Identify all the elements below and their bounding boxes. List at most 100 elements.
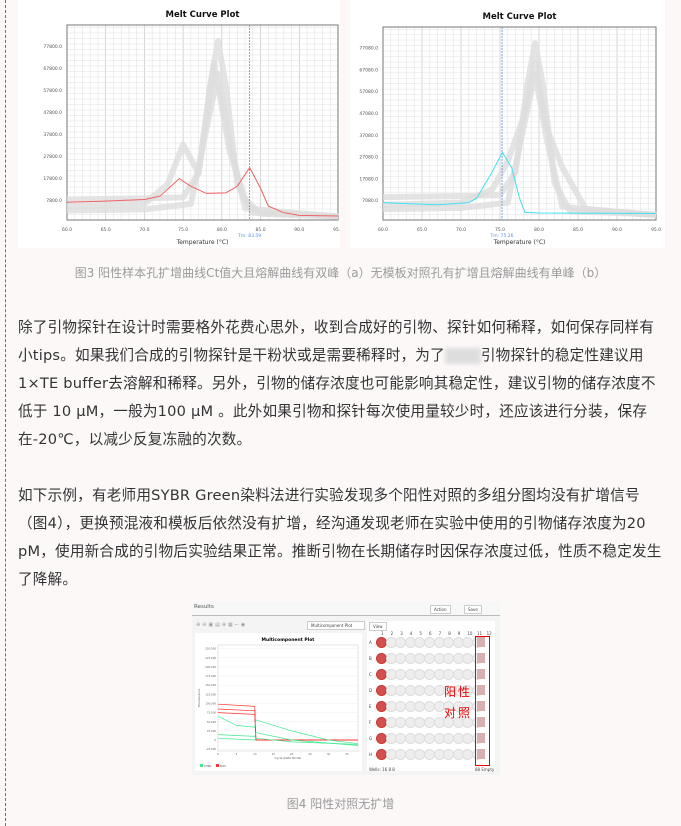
row-label: D bbox=[369, 688, 373, 693]
x-tick-label: 70.0 bbox=[456, 227, 466, 233]
x-tick-label: 0 bbox=[217, 752, 219, 756]
highlighted-well-curve bbox=[382, 151, 657, 214]
x-tick-label: 25 bbox=[308, 752, 312, 756]
results-header: Results Action Save bbox=[192, 602, 500, 616]
y-tick-label: 57080.0 bbox=[359, 89, 378, 95]
x-tick-label: 20 bbox=[290, 752, 294, 756]
plate-well-col12[interactable] bbox=[477, 669, 485, 679]
x-tick-label: 75.0 bbox=[495, 227, 505, 233]
row-label: G bbox=[369, 736, 373, 741]
y-tick-label: 37800.0 bbox=[43, 132, 62, 138]
toolbar-icons[interactable]: ⊕⊖▣▤⊕▦⌐◉ bbox=[196, 622, 248, 628]
figure3-caption: 图3 阳性样本孔扩增曲线Ct值大且熔解曲线有双峰（a）无模板对照孔有扩增且熔解曲… bbox=[74, 266, 607, 280]
y-tick-label: 47080.0 bbox=[359, 111, 378, 117]
plot-frame bbox=[217, 644, 359, 752]
background-well-curve bbox=[382, 70, 657, 219]
row-label: C bbox=[369, 672, 372, 677]
plate-well-col12[interactable] bbox=[477, 653, 485, 663]
plot-frame bbox=[66, 24, 339, 221]
y-tick-label: 37080.0 bbox=[359, 133, 378, 139]
x-tick-label: 80.0 bbox=[217, 227, 227, 233]
column-label: 6 bbox=[429, 631, 432, 636]
y-tick-label: 77080.0 bbox=[359, 46, 378, 52]
save-button[interactable]: Save bbox=[464, 605, 482, 614]
x-tick-label: 5 bbox=[236, 752, 238, 756]
x-tick-label: 65.0 bbox=[417, 227, 427, 233]
column-label: 1 bbox=[381, 631, 384, 636]
x-axis-label: Temperature (°C) bbox=[176, 239, 229, 246]
series-line-sybr bbox=[217, 737, 359, 745]
row-label: A bbox=[369, 640, 372, 645]
y-tick-label: 17080.0 bbox=[359, 176, 378, 182]
background-well-curve bbox=[66, 71, 339, 220]
legend-label: ROX bbox=[220, 764, 226, 768]
x-tick-label: 60.0 bbox=[378, 227, 388, 233]
y-tick-label: 175,000 bbox=[205, 674, 216, 678]
column-label: 8 bbox=[448, 631, 451, 636]
plate-well-col12[interactable] bbox=[477, 717, 485, 727]
x-tick-label: 85.0 bbox=[573, 227, 583, 233]
plot-frame bbox=[382, 26, 657, 221]
results-title: Results bbox=[194, 604, 214, 610]
wells-summary: Wells: 16 8 8 bbox=[369, 767, 395, 772]
y-tick-label: 27080.0 bbox=[359, 155, 378, 161]
y-tick-label: 200,000 bbox=[205, 665, 216, 669]
y-tick-label: 100,000 bbox=[205, 701, 216, 705]
plate-well-col12[interactable] bbox=[477, 701, 485, 711]
melt-curve-chart-b: Melt Curve Plot 7080.0 17080.0 27080.0 37080… bbox=[350, 0, 665, 248]
action-button[interactable]: Action bbox=[430, 605, 451, 614]
column-label: 5 bbox=[419, 631, 422, 636]
y-axis-label: Fluorescence bbox=[197, 689, 201, 708]
multicomponent-chart: Multicomponent Plot -25,000 0 25,000 50,000 7… bbox=[195, 633, 362, 771]
x-tick-label: 60.0 bbox=[62, 227, 72, 233]
row-label: F bbox=[369, 720, 372, 725]
series-line-sybr bbox=[217, 715, 359, 745]
plate-well-col12[interactable] bbox=[477, 637, 485, 647]
figure4-screenshot: Results Action Save ⊕⊖▣▤⊕▦⌐◉ Multicompon… bbox=[192, 602, 500, 775]
positive-control-label-2: 对照 bbox=[444, 706, 473, 720]
x-tick-label: 75.0 bbox=[178, 227, 188, 233]
column-label: 2 bbox=[390, 631, 394, 636]
view-button[interactable]: View bbox=[369, 622, 387, 631]
column-12-highlight-box bbox=[475, 636, 490, 766]
x-tick-label: 95.0 bbox=[651, 227, 661, 233]
y-tick-label: 67800.0 bbox=[43, 66, 62, 72]
tm-label: Tm: 75.26 bbox=[490, 233, 514, 239]
blurred-word bbox=[444, 348, 481, 364]
plate-well-col12[interactable] bbox=[477, 685, 485, 695]
row-label: B bbox=[369, 656, 372, 661]
melt-curve-chart-a: Melt Curve Plot 7800.0 17800.0 27800.0 37800… bbox=[18, 0, 340, 248]
left-dashed-rule bbox=[5, 0, 6, 826]
y-tick-label: 25,000 bbox=[207, 729, 216, 733]
column-label: 12 bbox=[486, 631, 492, 636]
column-label: 11 bbox=[477, 631, 483, 636]
chart-title: Melt Curve Plot bbox=[166, 10, 240, 20]
y-tick-label: 150,000 bbox=[205, 683, 216, 687]
plate-view: View 1 2 3 4 5 6 7 8 9 10 11 12 A B C D E F G H bbox=[367, 621, 495, 771]
highlighted-well-curve bbox=[66, 166, 339, 217]
paragraph-1-text-a: 除了引物探针在设计时需要格外花费心思外，收到合成好的引物、探针如何稀释，如何保存… bbox=[18, 319, 655, 364]
y-tick-label: 27800.0 bbox=[43, 154, 62, 160]
figure4-caption: 图4 阳性对照无扩增 bbox=[286, 797, 395, 811]
legend-label: SYBR bbox=[204, 764, 211, 768]
plate-well-col12[interactable] bbox=[477, 749, 485, 759]
x-tick-label: 95.0 bbox=[333, 227, 340, 233]
x-tick-label: 85.0 bbox=[256, 227, 266, 233]
x-tick-label: 15 bbox=[272, 752, 276, 756]
plate-well-col12[interactable] bbox=[477, 733, 485, 743]
y-tick-label: 57800.0 bbox=[43, 88, 62, 94]
plot-toolbar: ⊕⊖▣▤⊕▦⌐◉ Multicomponent Plot bbox=[194, 621, 365, 630]
y-tick-label: -25,000 bbox=[206, 747, 216, 751]
column-label: 3 bbox=[400, 631, 403, 636]
y-tick-label: 47800.0 bbox=[43, 110, 62, 116]
row-label: E bbox=[369, 704, 372, 709]
positive-control-label-1: 阳性 bbox=[444, 685, 473, 699]
column-label: 7 bbox=[438, 631, 442, 636]
y-tick-label: 17800.0 bbox=[43, 176, 62, 182]
x-tick-label: 70.0 bbox=[139, 227, 149, 233]
y-tick-label: 7080.0 bbox=[362, 198, 378, 204]
paragraph-1-text-b: 引物探针的稳定性建议用1×TE buffer去溶解和稀释。另外，引物的储存浓度也… bbox=[18, 347, 656, 448]
legend-swatch bbox=[216, 764, 219, 767]
x-tick-label: 90.0 bbox=[294, 227, 304, 233]
plot-type-select[interactable]: Multicomponent Plot bbox=[307, 621, 365, 630]
